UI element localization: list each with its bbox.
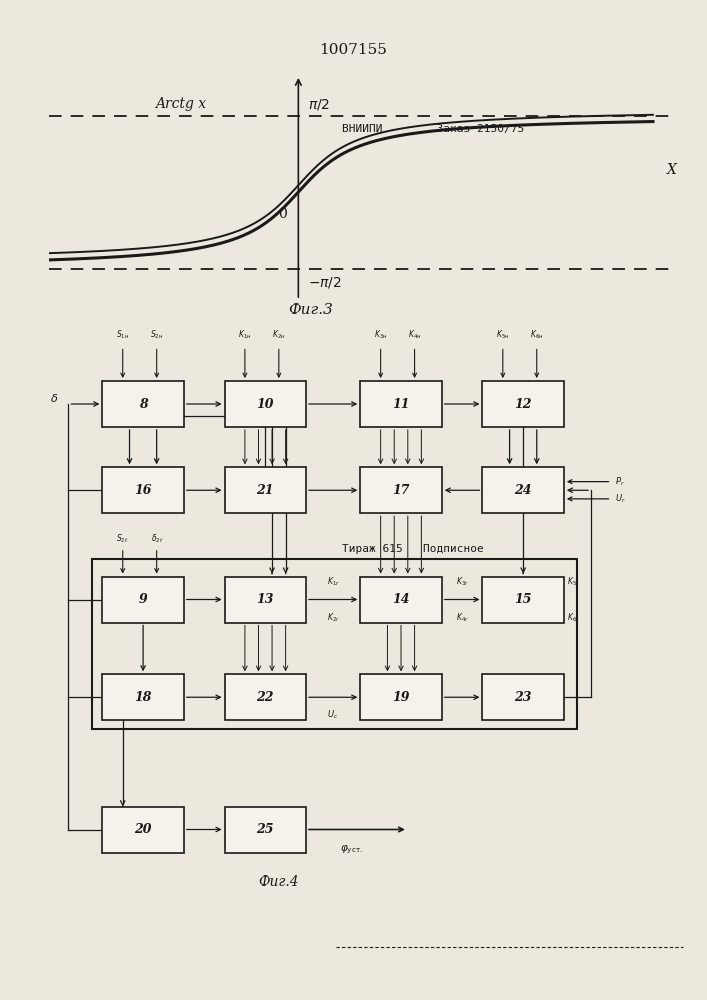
Text: 15: 15 — [515, 593, 532, 606]
Text: $-\pi/2$: $-\pi/2$ — [308, 274, 341, 290]
Text: 9: 9 — [139, 593, 148, 606]
Text: 17: 17 — [392, 484, 410, 497]
Bar — [361, 381, 442, 427]
Text: $S_{1\text{н}}$: $S_{1\text{н}}$ — [116, 328, 129, 341]
Text: $K_{6\text{н}}$: $K_{6\text{н}}$ — [530, 328, 544, 341]
Text: X: X — [667, 163, 677, 177]
Text: 18: 18 — [134, 691, 152, 704]
Text: 0: 0 — [279, 208, 287, 222]
Text: 20: 20 — [134, 823, 152, 836]
Bar — [225, 806, 306, 852]
Text: $U_r$: $U_r$ — [615, 493, 626, 505]
Text: 21: 21 — [257, 484, 274, 497]
Text: ВНИИПИ        Заказ 2150/75: ВНИИПИ Заказ 2150/75 — [342, 124, 525, 134]
Text: 19: 19 — [392, 691, 410, 704]
Bar — [92, 559, 578, 729]
Text: 10: 10 — [257, 397, 274, 410]
Text: $\delta$: $\delta$ — [50, 392, 58, 404]
Text: $K_{2r}$: $K_{2r}$ — [327, 611, 339, 624]
Text: Фиг.4: Фиг.4 — [259, 876, 299, 890]
Text: $K_{6r}$: $K_{6r}$ — [567, 611, 580, 624]
Text: $K_{1r}$: $K_{1r}$ — [327, 576, 339, 588]
Bar — [103, 806, 184, 852]
Bar — [482, 576, 564, 622]
Text: $P_r$: $P_r$ — [615, 475, 624, 488]
Bar — [103, 467, 184, 513]
Bar — [482, 674, 564, 720]
Text: Фиг.3: Фиг.3 — [288, 303, 334, 317]
Text: 1007155: 1007155 — [320, 43, 387, 57]
Text: $S_{2\text{н}}$: $S_{2\text{н}}$ — [150, 328, 163, 341]
Bar — [225, 467, 306, 513]
Text: Arctg x: Arctg x — [155, 97, 206, 111]
Text: 11: 11 — [392, 397, 410, 410]
Text: 22: 22 — [257, 691, 274, 704]
Bar — [225, 576, 306, 622]
Text: $K_{3r}$: $K_{3r}$ — [455, 576, 469, 588]
Bar — [361, 467, 442, 513]
Bar — [225, 381, 306, 427]
Text: Тираж 615   Подписное: Тираж 615 Подписное — [342, 544, 484, 554]
Text: 24: 24 — [515, 484, 532, 497]
Text: $K_{4\text{н}}$: $K_{4\text{н}}$ — [408, 328, 421, 341]
Text: 8: 8 — [139, 397, 148, 410]
Text: $K_{5\text{н}}$: $K_{5\text{н}}$ — [496, 328, 510, 341]
Text: $U_c$: $U_c$ — [327, 709, 339, 721]
Bar — [361, 674, 442, 720]
Bar — [103, 381, 184, 427]
Text: $K_{3\text{н}}$: $K_{3\text{н}}$ — [374, 328, 387, 341]
Bar — [103, 674, 184, 720]
Text: $S_{2t}$: $S_{2t}$ — [117, 532, 129, 545]
Text: $K_{4r}$: $K_{4r}$ — [455, 611, 469, 624]
Bar — [482, 381, 564, 427]
Text: $K_{1\text{н}}$: $K_{1\text{н}}$ — [238, 328, 252, 341]
Text: 14: 14 — [392, 593, 410, 606]
Text: 13: 13 — [257, 593, 274, 606]
Text: $\delta_{2t}$: $\delta_{2t}$ — [151, 532, 163, 545]
Text: $\pi/2$: $\pi/2$ — [308, 97, 329, 112]
Bar — [361, 576, 442, 622]
Text: $K_{5r}$: $K_{5r}$ — [567, 576, 580, 588]
Text: 16: 16 — [134, 484, 152, 497]
Bar — [225, 674, 306, 720]
Bar — [103, 576, 184, 622]
Text: 23: 23 — [515, 691, 532, 704]
Text: $\varphi_{\text{уст.}}$: $\varphi_{\text{уст.}}$ — [340, 844, 363, 856]
Text: 25: 25 — [257, 823, 274, 836]
Text: $K_{2\text{н}}$: $K_{2\text{н}}$ — [272, 328, 286, 341]
Text: 12: 12 — [515, 397, 532, 410]
Bar — [482, 467, 564, 513]
